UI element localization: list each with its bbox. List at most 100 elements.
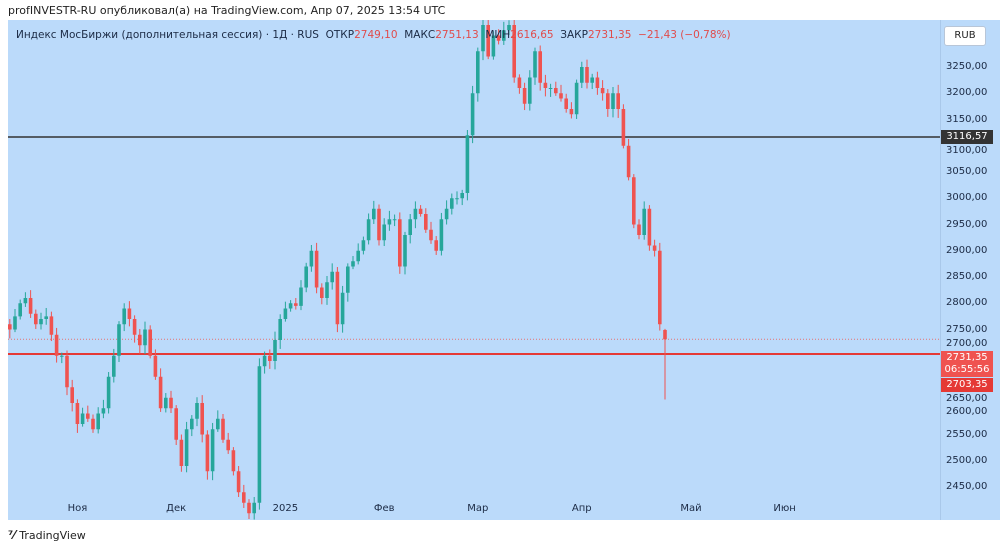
candle bbox=[86, 405, 90, 422]
candle-body bbox=[91, 418, 95, 430]
candle bbox=[70, 379, 74, 412]
candle bbox=[288, 300, 293, 312]
candle-body bbox=[236, 471, 241, 493]
candle-body bbox=[434, 240, 438, 251]
candle bbox=[80, 407, 85, 427]
currency-button[interactable]: RUB bbox=[944, 26, 986, 46]
price-tick-label: 2600,00 bbox=[946, 406, 988, 417]
open-value: 2749,10 bbox=[354, 29, 398, 41]
candle bbox=[491, 31, 496, 60]
candle-body bbox=[153, 355, 158, 377]
candle-body bbox=[403, 235, 407, 267]
candle-body bbox=[164, 397, 168, 409]
candle bbox=[356, 243, 360, 265]
candle-body bbox=[101, 408, 106, 414]
candle-body bbox=[450, 198, 454, 209]
candle-body bbox=[44, 316, 48, 319]
candle bbox=[398, 212, 402, 274]
candle-body bbox=[148, 329, 152, 356]
candle bbox=[34, 309, 38, 329]
time-tick-label: Дек bbox=[166, 503, 187, 514]
chart-pane[interactable] bbox=[8, 20, 940, 520]
candle bbox=[190, 415, 194, 437]
candle bbox=[91, 414, 95, 433]
candle bbox=[481, 20, 485, 61]
candle-body bbox=[262, 355, 267, 367]
candle bbox=[346, 263, 350, 302]
candle-body bbox=[366, 219, 371, 241]
candle bbox=[616, 84, 620, 118]
candle bbox=[247, 499, 251, 520]
candle bbox=[351, 256, 355, 270]
candle-body bbox=[299, 287, 303, 306]
price-axis[interactable] bbox=[940, 20, 1000, 520]
candle bbox=[590, 73, 594, 90]
candle-body bbox=[522, 88, 527, 104]
candle bbox=[559, 84, 563, 102]
candle-body bbox=[621, 109, 626, 146]
high-value: 2751,13 bbox=[435, 29, 479, 41]
candle-body bbox=[210, 429, 215, 472]
candlestick-chart[interactable] bbox=[8, 20, 940, 520]
candle bbox=[429, 221, 433, 244]
candle-body bbox=[559, 93, 563, 99]
candle bbox=[23, 292, 28, 307]
candle bbox=[117, 321, 121, 363]
price-tick-label: 2650,00 bbox=[946, 393, 988, 404]
candle-body bbox=[221, 418, 225, 440]
candle-body bbox=[481, 25, 485, 52]
candle-body bbox=[502, 30, 506, 41]
candle-body bbox=[496, 35, 501, 41]
candle-body bbox=[294, 303, 298, 306]
candle bbox=[418, 205, 423, 217]
candle bbox=[49, 311, 54, 342]
brand-name: TradingView bbox=[19, 528, 86, 542]
high-label: МАКС bbox=[404, 29, 436, 41]
candle-body bbox=[398, 219, 402, 267]
candle bbox=[268, 349, 272, 369]
candle bbox=[595, 71, 600, 95]
candle bbox=[65, 350, 69, 396]
candle bbox=[600, 80, 605, 101]
candle-body bbox=[600, 88, 605, 94]
candle-body bbox=[663, 329, 667, 340]
candle bbox=[647, 205, 652, 251]
price-tick-label: 2900,00 bbox=[946, 244, 988, 256]
candle-body bbox=[392, 219, 397, 221]
candle bbox=[179, 434, 184, 472]
candle bbox=[543, 74, 548, 97]
candle-body bbox=[39, 319, 43, 325]
candle-body bbox=[351, 261, 355, 267]
candle-body bbox=[455, 198, 459, 200]
candle bbox=[585, 59, 589, 89]
last-price: 2731,35 bbox=[946, 352, 988, 363]
candle-body bbox=[320, 287, 324, 298]
candle-body bbox=[538, 51, 542, 83]
candle bbox=[606, 89, 610, 117]
last-price-tag: 2731,35 06:55:56 bbox=[941, 351, 993, 377]
candle bbox=[413, 201, 418, 229]
candle-body bbox=[252, 502, 256, 514]
candle bbox=[231, 447, 236, 476]
candle-body bbox=[346, 266, 350, 293]
candle bbox=[148, 325, 152, 359]
price-tick-label: 2550,00 bbox=[946, 428, 988, 440]
candle-body bbox=[372, 208, 376, 220]
candle-body bbox=[54, 334, 59, 356]
candle-body bbox=[226, 439, 230, 451]
candle-body bbox=[75, 403, 80, 424]
candle bbox=[205, 430, 210, 480]
candle bbox=[522, 82, 527, 111]
candle bbox=[18, 299, 22, 320]
candle bbox=[642, 201, 646, 240]
candle bbox=[444, 200, 449, 225]
candle-body bbox=[340, 292, 345, 325]
price-tick-label: 3050,00 bbox=[946, 166, 988, 177]
candle-body bbox=[174, 408, 178, 440]
symbol-legend: Индекс МосБиржи (дополнительная сессия) … bbox=[16, 29, 731, 41]
candle bbox=[533, 47, 537, 85]
candle-body bbox=[590, 77, 594, 83]
candle-body bbox=[288, 303, 293, 309]
candle bbox=[39, 312, 43, 330]
candle-body bbox=[309, 250, 314, 267]
